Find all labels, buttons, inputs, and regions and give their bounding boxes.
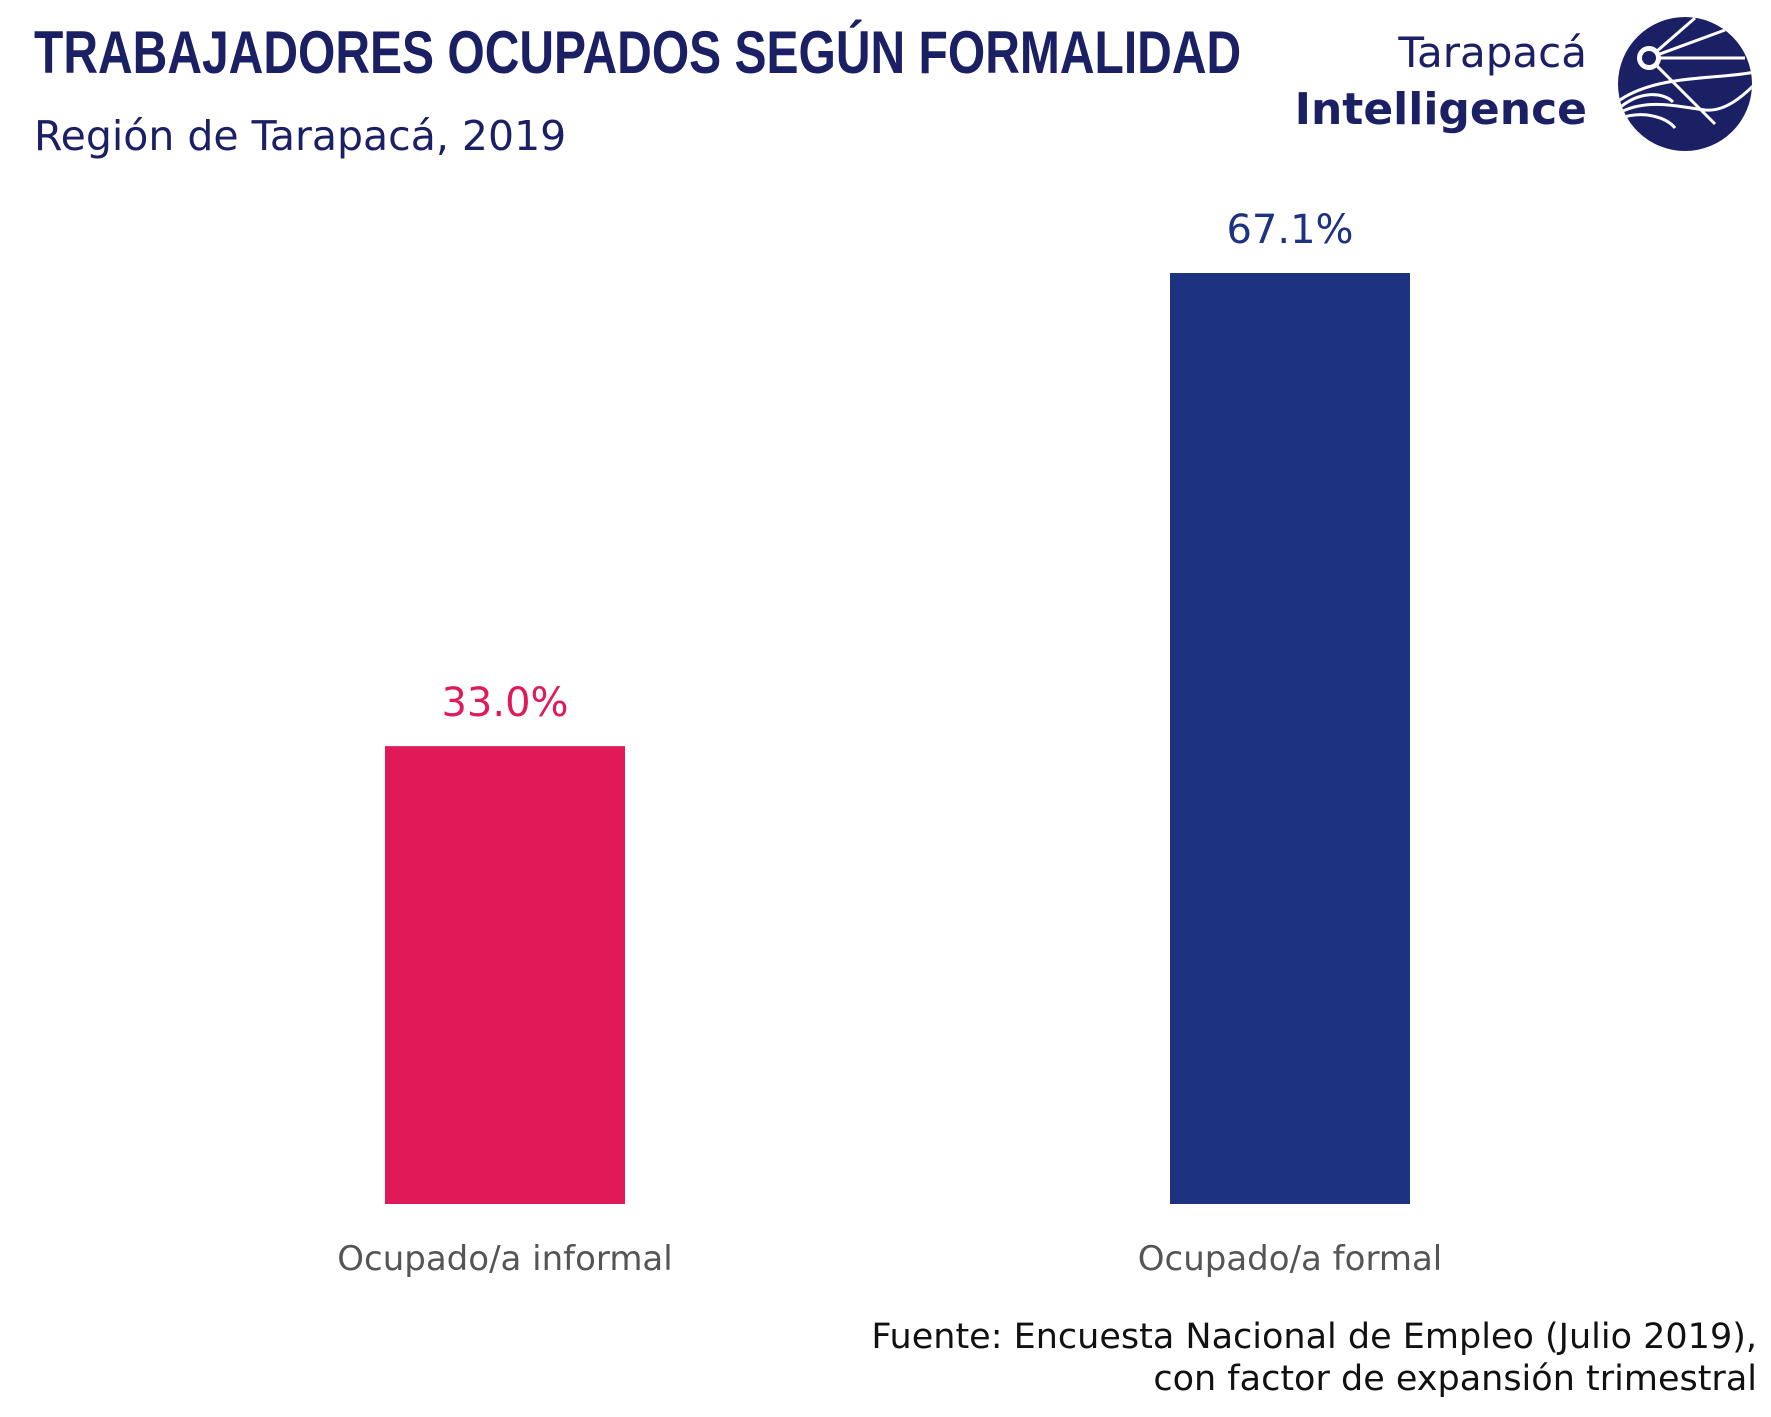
data-label-formal: 67.1% xyxy=(1226,207,1353,253)
chart-subtitle: Región de Tarapacá, 2019 xyxy=(34,112,567,160)
source-note: Fuente: Encuesta Nacional de Empleo (Jul… xyxy=(871,1316,1757,1400)
logo-text-tarapaca: Tarapacá xyxy=(1398,28,1587,77)
source-line-1: Fuente: Encuesta Nacional de Empleo (Jul… xyxy=(871,1317,1757,1357)
brand-logo: Tarapacá Intelligence xyxy=(1295,14,1755,154)
source-line-2: con factor de expansión trimestral xyxy=(1153,1359,1757,1399)
category-label-informal: Ocupado/a informal xyxy=(337,1239,672,1279)
bar-formal xyxy=(1170,273,1410,1204)
bar-informal xyxy=(385,746,625,1204)
globe-logo-icon xyxy=(1618,17,1752,151)
data-label-informal: 33.0% xyxy=(441,680,568,726)
category-label-formal: Ocupado/a formal xyxy=(1138,1239,1442,1279)
logo-text-intelligence: Intelligence xyxy=(1294,84,1587,135)
chart-title: TRABAJADORES OCUPADOS SEGÚN FORMALIDAD xyxy=(34,19,1242,86)
